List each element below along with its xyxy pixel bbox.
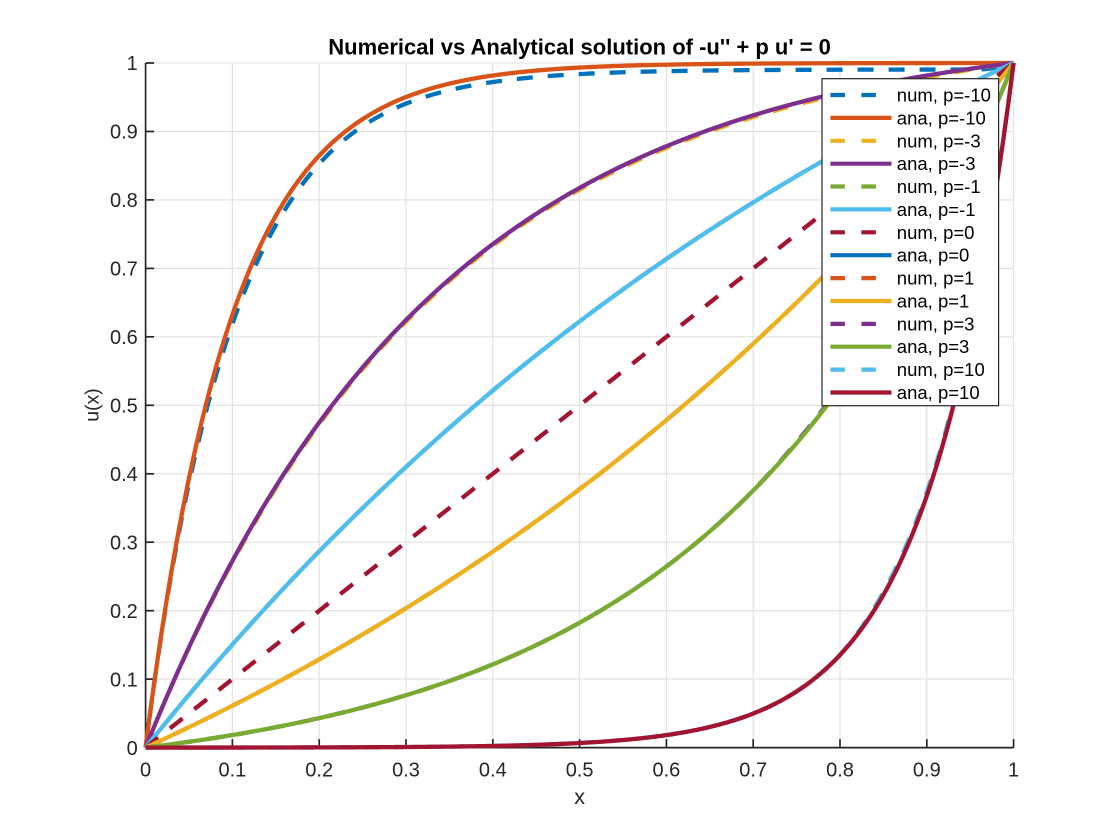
svg-text:0.6: 0.6	[110, 327, 138, 349]
svg-text:1: 1	[1008, 760, 1019, 782]
svg-text:0: 0	[140, 760, 151, 782]
svg-text:ana, p=-1: ana, p=-1	[897, 199, 976, 220]
svg-text:0.1: 0.1	[218, 760, 246, 782]
svg-text:1: 1	[127, 53, 138, 75]
svg-text:0.5: 0.5	[110, 396, 138, 418]
svg-text:0: 0	[127, 738, 138, 760]
svg-text:num, p=-1: num, p=-1	[897, 176, 981, 197]
svg-text:ana, p=-3: ana, p=-3	[897, 153, 976, 174]
svg-text:num, p=1: num, p=1	[897, 268, 975, 289]
svg-text:ana, p=10: ana, p=10	[897, 382, 980, 403]
svg-text:0.3: 0.3	[110, 532, 138, 554]
svg-text:0.4: 0.4	[110, 464, 138, 486]
svg-text:0.6: 0.6	[652, 760, 680, 782]
svg-text:0.8: 0.8	[110, 190, 138, 212]
svg-text:Numerical vs Analytical soluti: Numerical vs Analytical solution of -u''…	[328, 35, 831, 60]
svg-text:num, p=-3: num, p=-3	[897, 130, 981, 151]
svg-text:num, p=10: num, p=10	[897, 359, 985, 380]
svg-text:num, p=-10: num, p=-10	[897, 85, 991, 106]
svg-text:0.5: 0.5	[566, 760, 594, 782]
svg-text:num, p=0: num, p=0	[897, 222, 975, 243]
svg-text:x: x	[574, 785, 585, 809]
svg-text:0.4: 0.4	[479, 760, 507, 782]
svg-text:0.3: 0.3	[392, 760, 420, 782]
svg-text:ana, p=1: ana, p=1	[897, 291, 970, 312]
svg-text:0.2: 0.2	[110, 601, 138, 623]
svg-text:0.2: 0.2	[305, 760, 333, 782]
svg-text:ana, p=-10: ana, p=-10	[897, 107, 986, 128]
svg-text:u(x): u(x)	[82, 388, 104, 422]
svg-text:ana, p=0: ana, p=0	[897, 245, 970, 266]
svg-text:num, p=3: num, p=3	[897, 313, 975, 334]
svg-text:0.7: 0.7	[110, 259, 138, 281]
svg-text:0.7: 0.7	[739, 760, 767, 782]
svg-text:0.8: 0.8	[826, 760, 854, 782]
svg-text:ana, p=3: ana, p=3	[897, 336, 970, 357]
svg-text:0.1: 0.1	[110, 669, 138, 691]
svg-text:0.9: 0.9	[110, 122, 138, 144]
svg-text:0.9: 0.9	[913, 760, 941, 782]
